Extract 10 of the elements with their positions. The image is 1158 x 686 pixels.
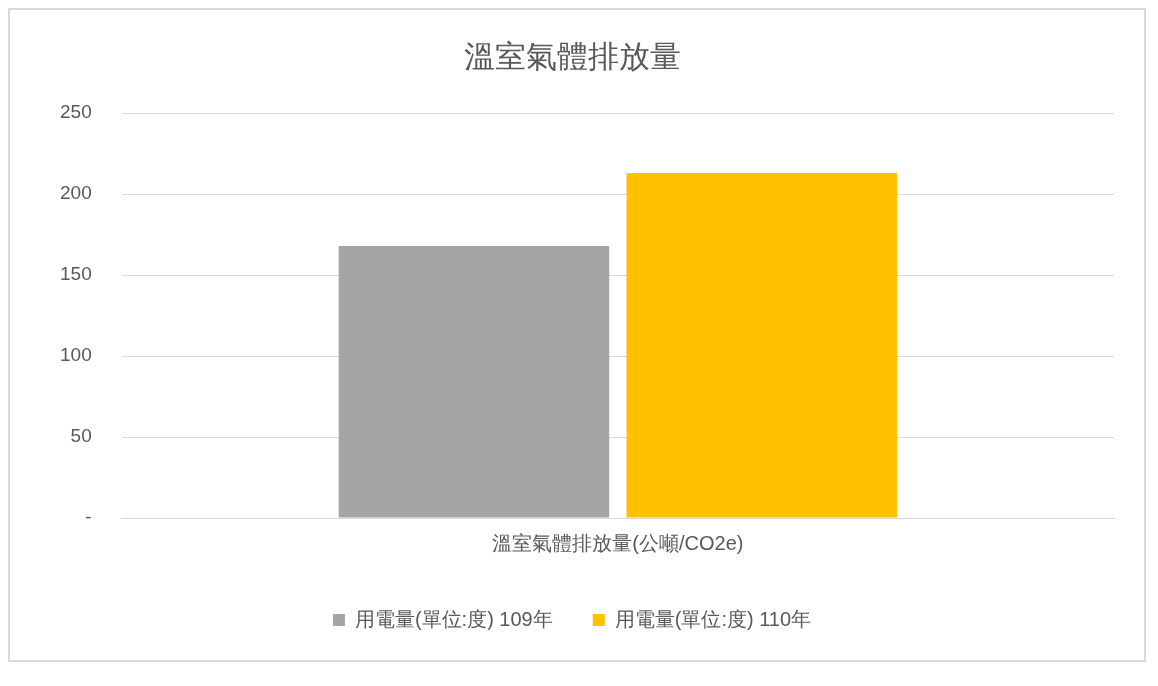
y-tick-label: 150 xyxy=(60,263,92,285)
y-tick-label: 50 xyxy=(70,425,92,447)
legend-label: 用電量(單位:度) 110年 xyxy=(614,607,812,630)
y-tick-label: - xyxy=(85,506,92,528)
x-tick-label: 溫室氣體排放量(公噸/CO2e) xyxy=(492,531,744,554)
y-tick-label: 250 xyxy=(60,101,92,123)
y-tick-label: 200 xyxy=(60,182,92,204)
chart-title: 溫室氣體排放量 xyxy=(463,39,681,75)
legend-label: 用電量(單位:度) 109年 xyxy=(354,607,553,630)
y-tick-label: 100 xyxy=(60,344,92,366)
